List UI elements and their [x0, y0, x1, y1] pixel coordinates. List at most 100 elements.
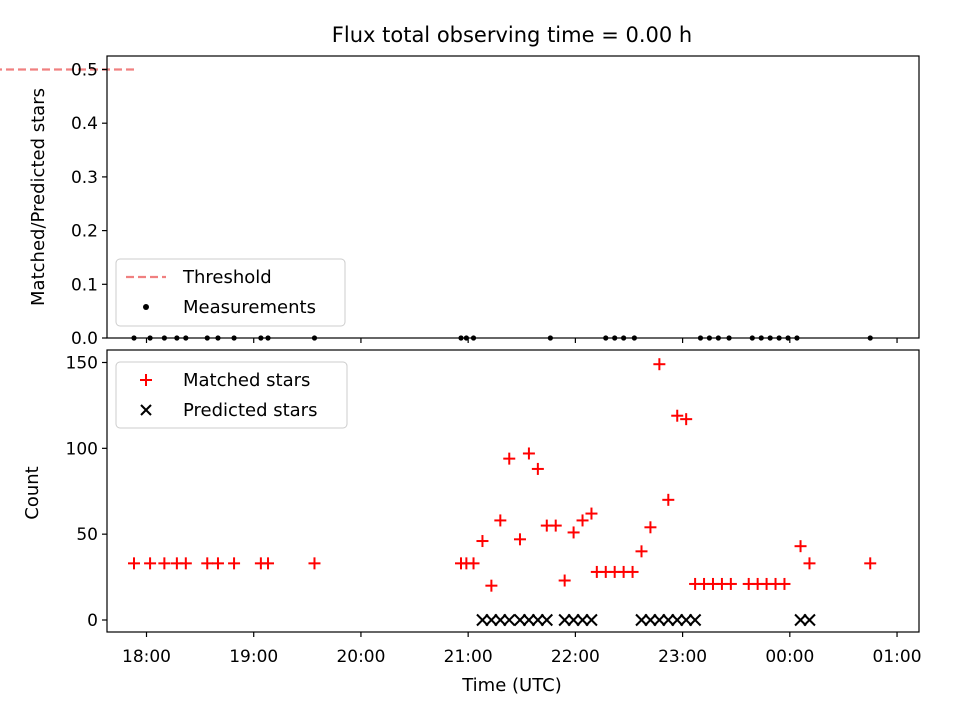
predicted-star-point	[653, 613, 666, 627]
predicted-marker-stroke	[671, 613, 684, 627]
matched-star-point	[531, 462, 544, 475]
matched-star-point	[503, 452, 516, 465]
chart-title: Flux total observing time = 0.00 h	[332, 23, 692, 47]
predicted-star-point	[662, 613, 675, 627]
matched-star-point	[803, 557, 816, 570]
top-legend-box	[115, 258, 346, 327]
predicted-star-point	[567, 613, 580, 627]
top-plot-frame	[106, 55, 920, 339]
predicted-star-point	[679, 613, 693, 627]
predicted-marker-stroke	[567, 613, 580, 627]
matched-star-point	[262, 557, 275, 570]
x-tick-label: 23:00	[658, 647, 707, 667]
y-tick-label: 100	[66, 439, 98, 459]
bottom-y-ticks: 0 50 100 150	[66, 353, 107, 631]
top-legend: Threshold Measurements	[115, 258, 346, 327]
y-tick-label: 150	[66, 353, 98, 373]
y-tick-label: 0.4	[71, 114, 98, 134]
matched-star-point	[558, 574, 571, 587]
x-tick-label: 18:00	[122, 647, 171, 667]
matched-star-point	[653, 358, 666, 371]
x-tick-label: 20:00	[336, 647, 385, 667]
bottom-x-ticks: 18:00 19:00 20:00 21:00 22:00 23:00 00:00 01:00	[122, 632, 922, 667]
predicted-legend-label: Predicted stars	[183, 400, 317, 421]
x-tick-label: 00:00	[765, 647, 814, 667]
predicted-star-point	[485, 613, 498, 627]
predicted-marker-stroke	[531, 613, 545, 627]
matched-star-point	[794, 540, 807, 553]
y-tick-label: 50	[76, 525, 98, 545]
predicted-marker-stroke	[485, 613, 498, 627]
bottom-marks	[127, 358, 877, 627]
matched-star-point	[864, 557, 877, 570]
predicted-marker-stroke	[513, 613, 527, 627]
x-axis-label: Time (UTC)	[461, 675, 562, 696]
matched-star-point	[662, 493, 675, 506]
predicted-star-point	[671, 613, 684, 627]
matched-star-point	[522, 447, 535, 460]
matched-star-point	[680, 413, 693, 426]
predicted-star-point	[644, 613, 657, 627]
matched-star-point	[567, 526, 580, 539]
x-tick-label: 01:00	[873, 647, 922, 667]
predicted-marker-stroke	[522, 613, 536, 627]
matched-star-point	[549, 519, 562, 532]
matched-star-point	[585, 507, 598, 520]
predicted-star-point	[540, 613, 553, 627]
predicted-marker-stroke	[679, 613, 693, 627]
top-panel: 0.0 0.1 0.2 0.3 0.4 0.5 Matched/Predicted sta…	[0, 55, 920, 349]
predicted-legend-marker	[140, 404, 152, 416]
matched-star-point	[513, 533, 526, 546]
threshold-legend-label: Threshold	[182, 267, 272, 288]
predicted-star-point	[476, 613, 489, 627]
predicted-star-point	[558, 613, 571, 627]
y-tick-label: 0.1	[71, 275, 98, 295]
predicted-star-point	[585, 613, 598, 627]
predicted-marker-stroke	[662, 613, 675, 627]
predicted-star-point	[513, 613, 527, 627]
predicted-marker-stroke	[558, 613, 571, 627]
predicted-star-point	[803, 613, 816, 627]
matched-star-point	[485, 579, 498, 592]
bottom-legend: Matched stars Predicted stars	[115, 361, 348, 429]
matched-star-point	[158, 557, 171, 570]
matched-star-point	[671, 409, 684, 422]
y-tick-label: 0.5	[71, 61, 98, 81]
top-y-ticks: 0.0 0.1 0.2 0.3 0.4 0.5	[71, 61, 107, 349]
predicted-marker-stroke	[644, 613, 657, 627]
matched-star-point	[644, 521, 657, 534]
matched-star-point	[635, 545, 648, 558]
x-tick-label: 22:00	[551, 647, 600, 667]
predicted-marker-stroke	[653, 613, 666, 627]
predicted-marker-stroke	[494, 613, 507, 627]
bottom-panel: 0 50 100 150 18:00 19:00 20:00 21:00 22:00 23:00…	[22, 349, 922, 696]
matched-star-point	[127, 557, 140, 570]
matched-legend-marker	[140, 374, 152, 386]
predicted-marker-stroke	[476, 613, 489, 627]
matched-star-point	[179, 557, 192, 570]
predicted-star-point	[522, 613, 536, 627]
predicted-star-point	[635, 613, 648, 627]
measurements-legend-marker	[143, 304, 149, 310]
matched-star-point	[626, 565, 639, 578]
matched-star-point	[778, 577, 791, 590]
predicted-marker-stroke	[576, 613, 589, 627]
bottom-legend-box	[115, 361, 348, 429]
predicted-marker-stroke	[688, 613, 702, 627]
predicted-star-point	[494, 613, 507, 627]
matched-star-point	[467, 557, 480, 570]
predicted-marker-stroke	[503, 613, 516, 627]
top-y-axis-label: Matched/Predicted stars	[28, 88, 49, 306]
measurements-legend-label: Measurements	[183, 297, 316, 318]
predicted-marker-stroke	[803, 613, 816, 627]
matched-star-point	[308, 557, 321, 570]
y-tick-label: 0.2	[71, 222, 98, 242]
predicted-marker-stroke	[540, 613, 553, 627]
predicted-star-point	[531, 613, 545, 627]
matched-star-point	[724, 577, 737, 590]
bottom-y-axis-label: Count	[22, 466, 43, 519]
x-tick-label: 19:00	[229, 647, 278, 667]
predicted-marker-stroke	[794, 613, 807, 627]
predicted-star-point	[688, 613, 702, 627]
